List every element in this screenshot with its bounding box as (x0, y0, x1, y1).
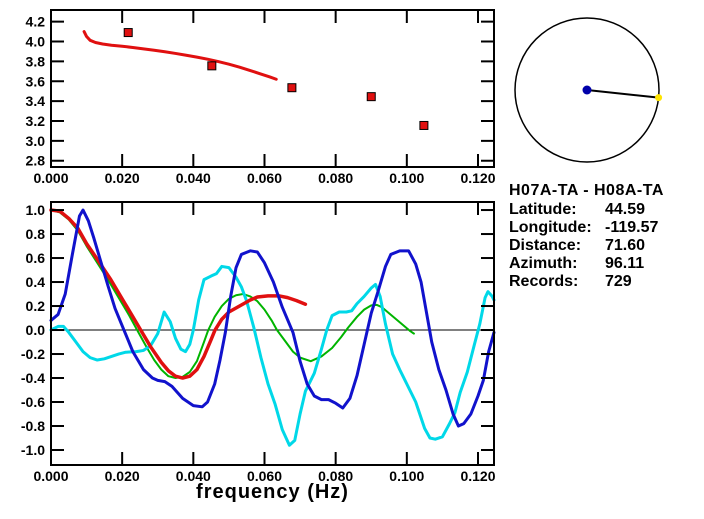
y-tick-label: 0.8 (26, 226, 46, 242)
measured-group-velocity-points (419, 120, 429, 130)
info-row-latitude: Latitude: 44.59 (509, 201, 675, 219)
y-tick-label: 0.0 (26, 322, 46, 338)
y-tick-label: 0.2 (26, 298, 46, 314)
green-curve (50, 209, 415, 380)
info-row-value: -119.57 (605, 219, 659, 236)
station-pair-title: H07A-TA - H08A-TA (509, 182, 664, 199)
y-tick-label: 4.0 (26, 34, 46, 50)
axes-frame (50, 201, 495, 466)
x-tick-label: 0.060 (247, 170, 282, 186)
info-row-label: Records: (509, 273, 579, 290)
correlation-panel: 0.000 0.020 0.040 0.060 0.080 0.100 0.120 -1.0 -… (21, 201, 496, 503)
y-tick-label: 1.0 (26, 202, 46, 218)
y-tick-label: -0.8 (21, 418, 45, 434)
info-row-label: Azimuth: (509, 255, 578, 272)
y-tick-label: 2.8 (26, 153, 46, 169)
info-row-value: 729 (605, 273, 632, 290)
y-tick-label: -0.2 (21, 346, 45, 362)
y-tick-label: 4.2 (26, 14, 46, 30)
x-tick-label: 0.080 (318, 468, 353, 484)
station-pair-rows: Latitude: 44.59 Longitude: -119.57 Distance:… (509, 201, 675, 291)
x-tick-label: 0.120 (460, 468, 495, 484)
info-row-value: 71.60 (605, 237, 646, 254)
y-tick-label: -1.0 (21, 442, 45, 458)
station-pair-info-panel: H07A-TA - H08A-TA Latitude: 44.59 Longitud… (509, 182, 675, 291)
x-tick-label: 0.040 (176, 468, 211, 484)
azimuth-dial (514, 17, 663, 163)
x-tick-label: 0.060 (247, 468, 282, 484)
y-tick-label: 0.4 (26, 274, 46, 290)
y-tick-label: 3.2 (26, 113, 46, 129)
x-tick-label: 0.080 (318, 170, 353, 186)
x-tick-label: 0.100 (389, 170, 424, 186)
x-tick-label: 0.040 (176, 170, 211, 186)
y-tick-label: 0.6 (26, 250, 46, 266)
y-tick-label: -0.6 (21, 394, 45, 410)
info-row-label: Latitude: (509, 201, 577, 218)
y-tick-label: 3.4 (26, 93, 46, 109)
info-row-value: 44.59 (605, 201, 646, 218)
x-tick-label: 0.000 (33, 170, 68, 186)
x-axis-title: frequency (Hz) (196, 481, 349, 503)
x-tick-label: 0.100 (389, 468, 424, 484)
source-station-dot (582, 85, 592, 95)
dispersion-panel: 0.000 0.020 0.040 0.060 0.080 0.100 0.120 2.8 3.… (26, 9, 496, 186)
info-row-label: Distance: (509, 237, 582, 254)
y-tick-label: 3.0 (26, 133, 46, 149)
measured-group-velocity-points (207, 61, 217, 71)
y-tick-label: 3.6 (26, 73, 46, 89)
model-dispersion-curve (82, 30, 278, 81)
blue-curve (49, 208, 496, 428)
measured-group-velocity-points (123, 28, 133, 38)
measured-group-velocity-points (366, 92, 376, 102)
x-tick-label: 0.000 (33, 468, 68, 484)
info-row-longitude: Longitude: -119.57 (509, 219, 675, 237)
info-row-label: Longitude: (509, 219, 592, 236)
x-tick-label: 0.020 (105, 468, 140, 484)
measured-group-velocity-points (287, 83, 297, 93)
x-tick-label: 0.120 (460, 170, 495, 186)
azimuth-ring (514, 17, 660, 163)
info-row-records: Records: 729 (509, 273, 675, 291)
azimuth-path-line (586, 89, 659, 99)
target-station-dot (655, 94, 663, 102)
info-row-azimuth: Azimuth: 96.11 (509, 255, 675, 273)
y-tick-label: 3.8 (26, 53, 46, 69)
info-row-distance: Distance: 71.60 (509, 237, 675, 255)
y-tick-label: -0.4 (21, 370, 45, 386)
red-curve (49, 208, 308, 380)
x-tick-label: 0.020 (105, 170, 140, 186)
axes-frame (50, 9, 495, 168)
info-row-value: 96.11 (605, 255, 645, 272)
